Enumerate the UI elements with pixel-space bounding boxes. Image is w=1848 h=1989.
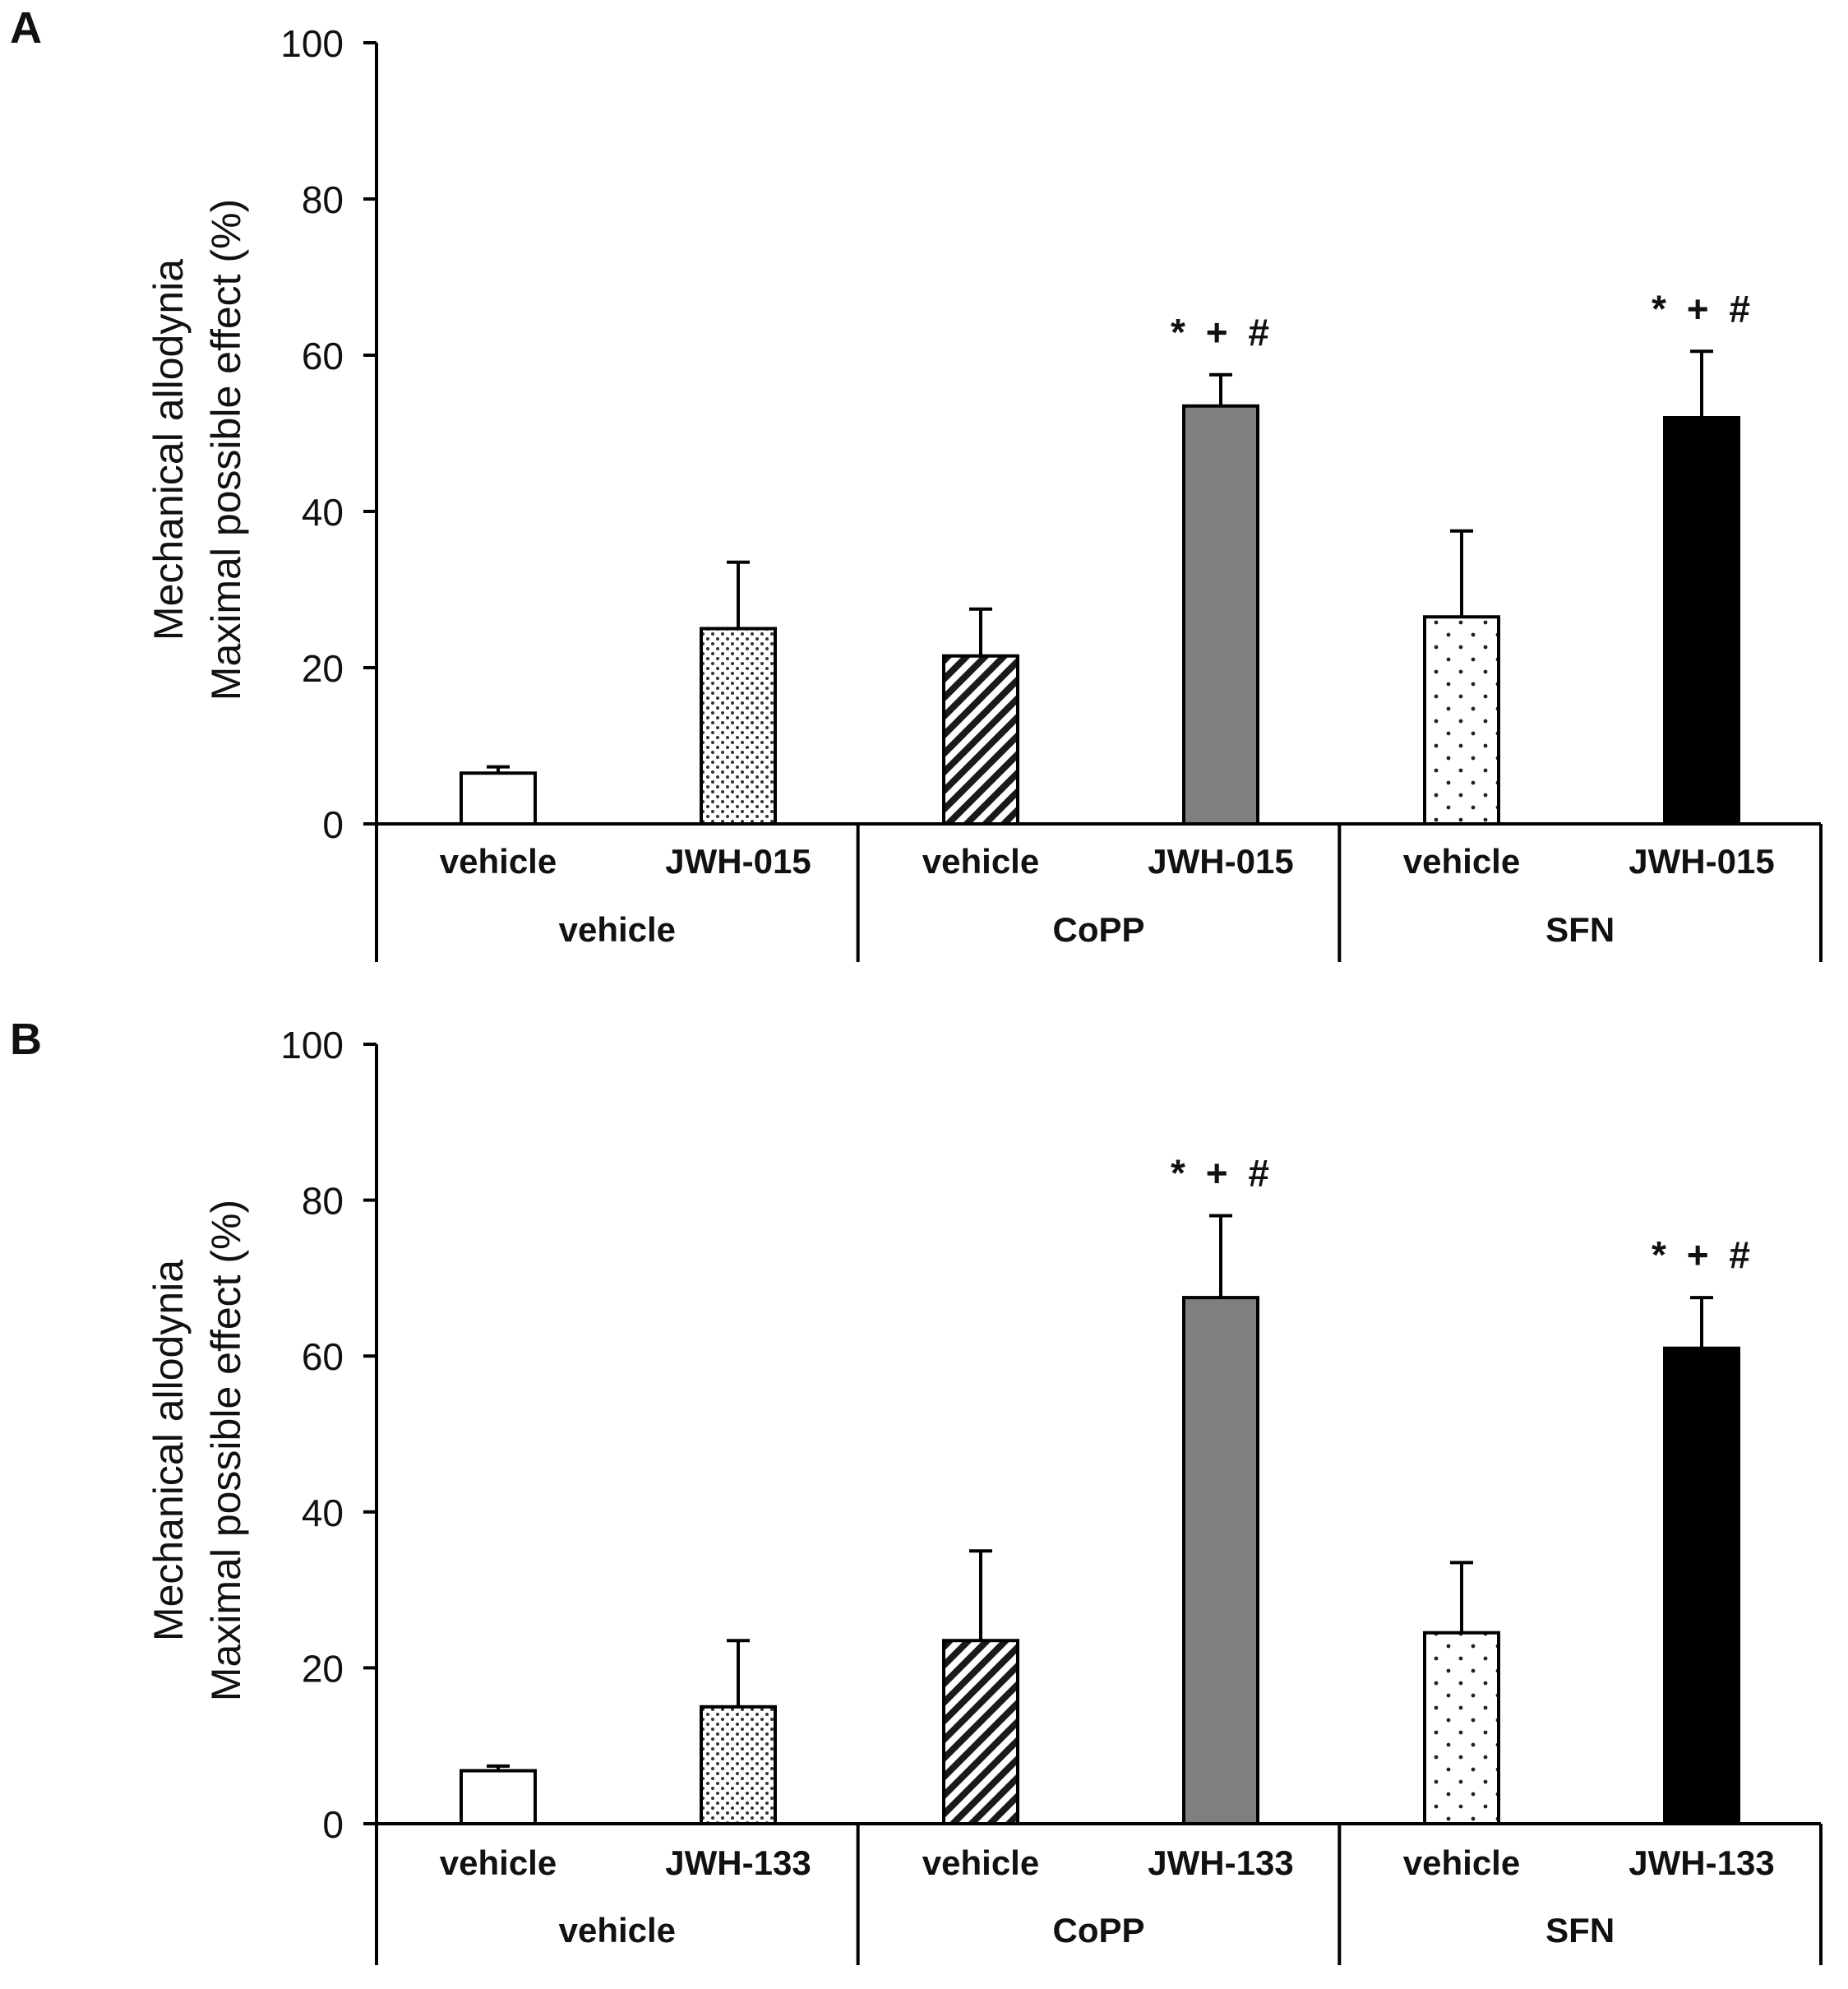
significance-annotation: * + # [1652, 287, 1755, 330]
x-category-label: vehicle [1403, 1843, 1520, 1882]
x-group-label: SFN [1545, 1911, 1615, 1950]
significance-annotation: * + # [1171, 1152, 1274, 1195]
x-category-label: JWH-133 [665, 1843, 811, 1882]
chart-panel-b: B 0 20 40 60 80 100 Mechanical allodynia Maximal… [10, 1015, 1823, 1965]
bar [1663, 1346, 1740, 1825]
x-group-label: SFN [1545, 910, 1615, 949]
y-tick-label: 100 [280, 22, 344, 65]
y-tick-label: 80 [302, 1180, 344, 1223]
x-category-label: JWH-015 [1148, 842, 1293, 881]
bar [1182, 1296, 1259, 1825]
bar [700, 1705, 777, 1826]
x-category-label: JWH-133 [1629, 1843, 1774, 1882]
x-group-label: vehicle [559, 1911, 676, 1950]
x-group-label: CoPP [1052, 1911, 1144, 1950]
bar [1423, 1631, 1500, 1825]
y-tick-label: 20 [302, 1647, 344, 1690]
y-tick-label: 60 [302, 335, 344, 377]
y-tick-label: 60 [302, 1335, 344, 1378]
x-category-label: JWH-015 [665, 842, 811, 881]
y-axis-label-line2: Maximal possible effect (%) [203, 1200, 249, 1701]
y-tick-label: 40 [302, 491, 344, 534]
significance-annotation: * + # [1652, 1233, 1755, 1276]
x-group-label: CoPP [1052, 910, 1144, 949]
bar [942, 654, 1019, 826]
panel-label: A [10, 3, 42, 53]
x-category-label: vehicle [1403, 842, 1520, 881]
bar [942, 1639, 1019, 1825]
x-category-label: vehicle [440, 1843, 557, 1882]
bar [1663, 416, 1740, 826]
y-tick-label: 20 [302, 647, 344, 690]
bar [460, 1769, 537, 1825]
bar [460, 771, 537, 826]
x-category-label: JWH-015 [1629, 842, 1774, 881]
bar [1182, 404, 1259, 826]
x-category-label: JWH-133 [1148, 1843, 1293, 1882]
y-tick-label: 0 [322, 803, 344, 846]
y-tick-label: 100 [280, 1024, 344, 1066]
significance-annotation: * + # [1171, 311, 1274, 354]
x-group-label: vehicle [559, 910, 676, 949]
bar [1423, 615, 1500, 826]
x-category-label: vehicle [922, 1843, 1039, 1882]
y-axis-label-line1: Mechanical allodynia [146, 1260, 192, 1641]
x-category-label: vehicle [922, 842, 1039, 881]
bar [700, 627, 777, 826]
panel-label: B [10, 1015, 42, 1064]
y-tick-label: 0 [322, 1803, 344, 1846]
y-tick-label: 80 [302, 178, 344, 221]
y-axis-label-line2: Maximal possible effect (%) [203, 199, 249, 701]
y-tick-label: 40 [302, 1492, 344, 1534]
x-category-label: vehicle [440, 842, 557, 881]
chart-panel-a: A 0 20 40 60 80 100 Mechanical allodynia Maximal… [10, 3, 1823, 962]
y-axis-label-line1: Mechanical allodynia [146, 259, 192, 641]
